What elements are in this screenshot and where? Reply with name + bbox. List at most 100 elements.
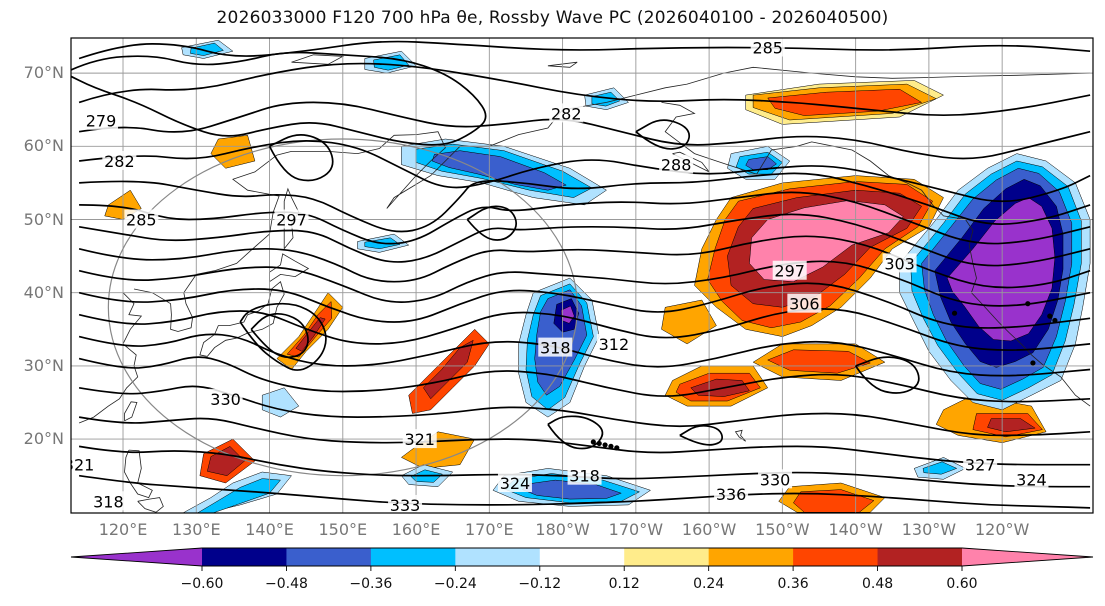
theta-e-contour-line	[78, 213, 1091, 267]
contour-label-backing	[71, 454, 97, 474]
longitude-label: 180°W	[535, 520, 590, 539]
contour-label: 330	[210, 390, 241, 409]
theta-e-contour-line	[250, 312, 309, 359]
colorbar-tick-label: −0.36	[349, 576, 393, 592]
theta-e-contour-line	[78, 308, 1091, 351]
contour-label-backing	[750, 38, 785, 57]
longitude-label: 120°W	[974, 520, 1030, 539]
theta-e-contour-line	[78, 445, 1091, 488]
contour-label-backing	[787, 293, 822, 313]
contour-label-backing	[659, 154, 694, 174]
dark-mark	[614, 445, 620, 451]
anomaly-region	[987, 418, 1036, 433]
latitude-label: 60°N	[23, 136, 64, 156]
contour-label: 330	[760, 470, 791, 489]
theta-e-contour-line	[466, 205, 518, 241]
contour-label-backing	[274, 209, 309, 229]
dark-mark	[590, 439, 596, 445]
contour-label: 285	[752, 39, 783, 58]
dark-mark	[1047, 313, 1053, 319]
colorbar-swatch	[708, 548, 794, 566]
colorbar-tick-label: −0.60	[180, 576, 224, 592]
contour-label: 306	[789, 295, 820, 314]
theta-e-contour-line	[854, 356, 920, 394]
colorbar-tick-label: 0.36	[777, 576, 809, 592]
contour-label-backing	[882, 253, 917, 273]
colorbar	[70, 547, 1094, 571]
coastline	[124, 401, 138, 422]
contour-label: 321	[404, 430, 435, 449]
dark-mark	[951, 310, 958, 316]
contour-label-backing	[1014, 469, 1049, 489]
theta-e-contour-line	[78, 356, 1091, 403]
contour-label-backing	[596, 333, 631, 353]
theta-e-contour-line	[78, 260, 1091, 307]
map-frame	[70, 37, 1094, 514]
anomaly-region	[295, 317, 326, 352]
contour-label-backing	[84, 110, 119, 130]
theta-e-contour-line	[79, 172, 1091, 233]
contour-label: 297	[774, 262, 805, 281]
colorbar-swatch	[877, 548, 963, 566]
contour-label: 303	[884, 254, 915, 273]
colorbar-swatch	[71, 548, 202, 566]
contour-label: 282	[104, 152, 135, 171]
colorbar-swatch	[286, 548, 372, 566]
latitude-label: 40°N	[23, 282, 64, 302]
contour-label-backing	[772, 260, 807, 280]
colorbar-tick-label: −0.12	[518, 576, 562, 592]
colorbar-tick-label: 0.48	[861, 576, 894, 592]
highlight-ellipse	[107, 138, 578, 477]
theta-e-contour-line	[78, 40, 1091, 60]
contour-label-backing	[963, 454, 998, 474]
coastline	[133, 66, 1091, 332]
anomaly-region	[196, 478, 281, 513]
theta-e-contour-line	[78, 282, 1091, 329]
colorbar-swatch	[962, 548, 1093, 566]
anomaly-region	[431, 150, 567, 191]
contour-label-backing	[567, 465, 602, 485]
longitude-label: 140°E	[245, 520, 294, 539]
contour-label-backing	[402, 429, 437, 449]
contour-label: 288	[661, 156, 692, 175]
anomaly-region	[767, 349, 871, 374]
theta-e-contour-line	[239, 302, 327, 371]
coastline	[78, 292, 143, 424]
latitude-label: 30°N	[23, 355, 64, 375]
dark-mark	[596, 440, 602, 447]
theta-e-contour-line	[78, 474, 1091, 509]
theta-e-contour-line	[71, 51, 487, 146]
coastline	[734, 429, 747, 442]
dark-marks	[590, 301, 1058, 451]
contour-label: 324	[500, 474, 531, 493]
latitude-label: 20°N	[23, 429, 64, 449]
longitude-label: 160°W	[681, 520, 737, 539]
colorbar-swatch	[455, 548, 541, 566]
coastline	[199, 281, 285, 357]
theta-e-contour-line	[635, 119, 691, 150]
contour-label-backing	[102, 150, 137, 170]
dark-mark	[608, 443, 614, 449]
map-title: 2026033000 F120 700 hPa θe, Rossby Wave …	[216, 8, 889, 28]
colorbar-tick-label: 0.24	[693, 576, 725, 592]
contour-label-backing	[714, 483, 749, 503]
theta-e-contour-line	[78, 333, 1091, 377]
dark-mark	[602, 442, 608, 448]
theta-e-contour-line	[79, 191, 1091, 245]
contour-label-backing	[758, 469, 793, 489]
theta-e-contours	[71, 40, 1091, 509]
theta-e-contour-line	[268, 134, 334, 182]
contour-label: 318	[569, 467, 600, 486]
anomaly-region	[767, 88, 922, 116]
anomaly-region	[560, 305, 575, 324]
contour-label: 297	[276, 211, 307, 230]
longitude-label: 150°W	[755, 520, 810, 539]
contour-label: 321	[64, 456, 95, 475]
longitude-label: 140°W	[828, 520, 883, 539]
longitude-label: 150°E	[318, 520, 368, 539]
colorbar-tick-label: −0.24	[433, 576, 477, 592]
contour-label-backing	[91, 491, 126, 511]
contour-labels: 285 282 279 288 282 285 297 297 303 306 318 312 330 3…	[64, 38, 1049, 513]
longitude-label: 130°E	[171, 520, 221, 539]
